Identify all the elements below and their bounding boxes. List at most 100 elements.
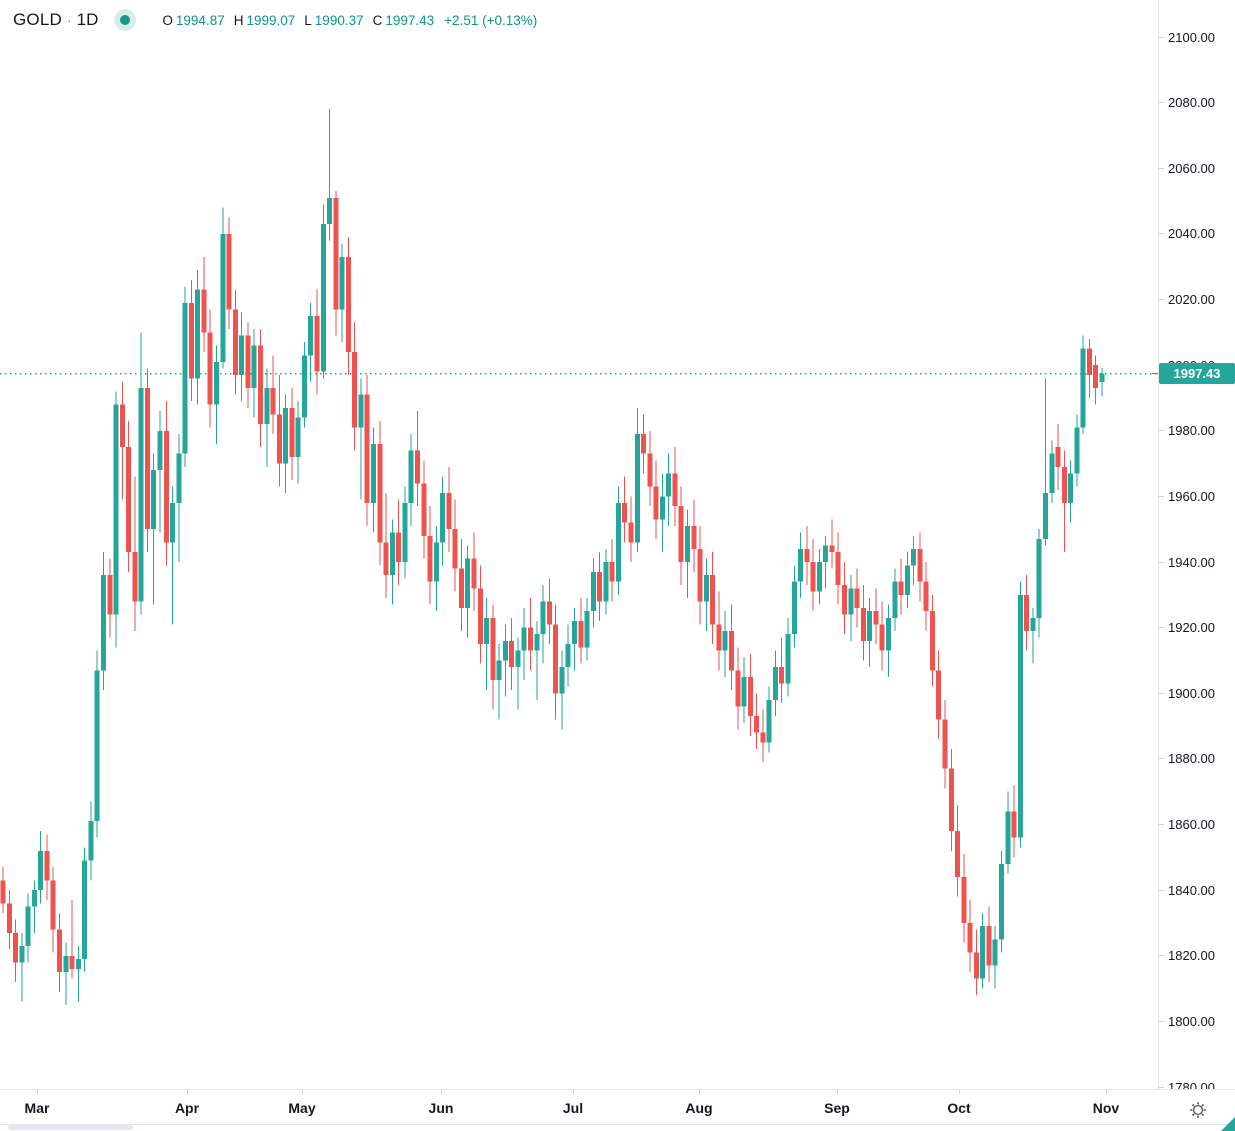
- candle-down: [678, 506, 684, 562]
- timeframe-label[interactable]: 1D: [76, 10, 99, 29]
- candle-down: [377, 443, 383, 543]
- candle-down: [1086, 348, 1092, 375]
- candle-down: [57, 929, 63, 973]
- price-tick: [1159, 233, 1164, 235]
- market-status-indicator[interactable]: [114, 9, 137, 31]
- candle-down: [452, 529, 458, 569]
- candle-down: [163, 430, 169, 543]
- candle-down: [955, 831, 961, 877]
- candle-up: [540, 601, 546, 635]
- candle-up: [251, 345, 257, 389]
- candle-down: [226, 233, 232, 310]
- price-tick-label: 1860.00: [1168, 817, 1215, 832]
- month-label: Jul: [562, 1100, 584, 1116]
- candle-down: [383, 542, 389, 576]
- candle-down: [257, 345, 263, 425]
- symbol-separator: ·: [66, 12, 72, 28]
- month-label: Nov: [1092, 1100, 1120, 1116]
- candle-up: [82, 860, 88, 960]
- price-tick-label: 2060.00: [1168, 160, 1215, 176]
- symbol-name[interactable]: GOLD: [13, 10, 62, 29]
- last-price-tag: 1997.43: [1152, 363, 1235, 385]
- candle-down: [1024, 594, 1030, 631]
- candle-down: [188, 302, 194, 379]
- candle-down: [697, 548, 703, 602]
- candle-down: [471, 558, 477, 589]
- candle-up: [1036, 539, 1042, 618]
- time-axis[interactable]: Mar Apr May Jun Jul Aug Sep Oct Nov: [0, 1089, 1235, 1124]
- candle-up: [465, 558, 471, 608]
- candle-down: [107, 575, 113, 615]
- price-tick: [1159, 495, 1164, 497]
- candle-up: [327, 197, 333, 225]
- candle-up: [603, 562, 609, 602]
- candlestick-chart[interactable]: [0, 0, 1158, 1089]
- price-tick: [1159, 627, 1164, 629]
- candle-up: [402, 502, 408, 562]
- low-value: 1990.37: [314, 12, 364, 28]
- candle-down: [333, 197, 339, 310]
- candle-down: [873, 611, 879, 625]
- price-tick: [1159, 824, 1164, 825]
- corner-accent: [1221, 1117, 1235, 1131]
- candle-up: [151, 470, 157, 530]
- low-label: L: [304, 12, 312, 28]
- candle-down: [917, 548, 923, 582]
- candle-down: [345, 256, 351, 352]
- candle-up: [590, 571, 596, 612]
- candle-down: [760, 732, 766, 743]
- candle-down: [119, 404, 125, 448]
- candle-down: [961, 877, 967, 923]
- month-tick: [1106, 1090, 1107, 1094]
- price-tick-label: 2020.00: [1168, 292, 1215, 307]
- candle-down: [929, 611, 935, 671]
- candle-up: [502, 640, 508, 661]
- timezone-settings-button[interactable]: [1188, 1100, 1208, 1120]
- candle-up: [496, 660, 502, 681]
- month-label: Jun: [428, 1100, 454, 1116]
- candle-up: [521, 627, 527, 651]
- candle-up: [170, 502, 176, 543]
- candle-up: [94, 670, 100, 822]
- candle-up: [565, 644, 571, 667]
- candle-up: [157, 430, 163, 471]
- price-tick: [1159, 102, 1164, 104]
- month-tick: [573, 1090, 574, 1094]
- candle-down: [396, 532, 402, 562]
- month-tick: [837, 1090, 838, 1094]
- price-tick: [1159, 955, 1164, 957]
- candle-down: [421, 483, 427, 536]
- candle-up: [220, 233, 226, 362]
- candle-down: [810, 562, 816, 592]
- candle-up: [25, 906, 31, 946]
- candle-down: [132, 552, 138, 602]
- candle-up: [283, 407, 289, 464]
- candle-up: [666, 473, 672, 497]
- candle-down: [691, 525, 697, 549]
- candle-down: [609, 562, 615, 582]
- candle-down: [270, 388, 276, 415]
- candle-up: [659, 496, 665, 520]
- candle-up: [785, 634, 791, 684]
- month-tick: [699, 1090, 700, 1094]
- price-axis[interactable]: 2100.002080.002060.002040.002020.002000.…: [1158, 0, 1235, 1124]
- candle-up: [722, 630, 728, 651]
- candle-down: [942, 719, 948, 769]
- candle-up: [1005, 811, 1011, 864]
- candle-down: [728, 630, 734, 671]
- candle-down: [622, 502, 628, 523]
- price-tick-label: 1980.00: [1168, 423, 1215, 439]
- candle-down: [854, 588, 860, 608]
- candle-up: [911, 548, 917, 566]
- candle-up: [703, 575, 709, 602]
- candle-up: [534, 634, 540, 651]
- price-tick: [1159, 1086, 1164, 1088]
- horizontal-scrollbar-thumb[interactable]: [8, 1125, 133, 1130]
- candle-down: [597, 571, 603, 602]
- candle-up: [371, 443, 377, 503]
- candle-down: [672, 473, 678, 507]
- price-tick: [1159, 561, 1164, 563]
- candle-down: [898, 581, 904, 595]
- candle-up: [389, 532, 395, 576]
- candle-down: [735, 670, 741, 707]
